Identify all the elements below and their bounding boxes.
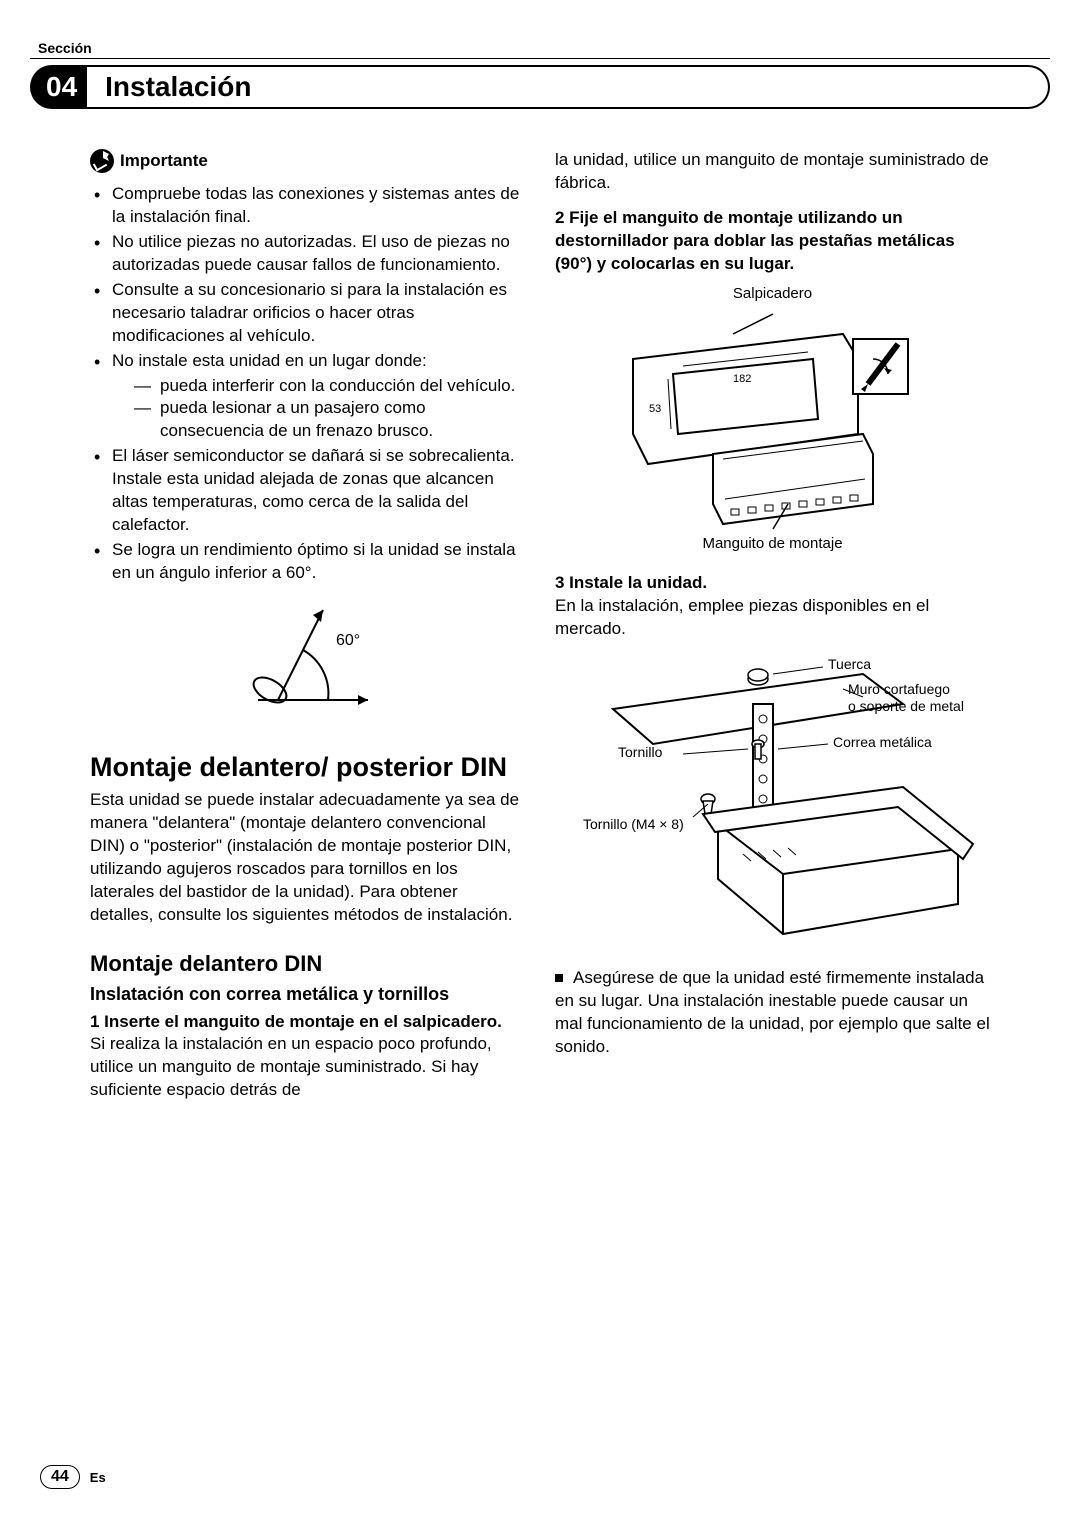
language-label: Es: [90, 1470, 106, 1485]
step1-paragraph: Si realiza la instalación en un espacio …: [90, 1033, 525, 1102]
dash-item: pueda lesionar a un pasajero como consec…: [134, 397, 525, 443]
fig2-nut-label: Tuerca: [828, 656, 871, 672]
important-bullet-list: Compruebe todas las conexiones y sistema…: [90, 183, 525, 585]
figure-install-unit: Tuerca Muro cortafuego o soporte de meta…: [555, 649, 990, 949]
final-note-text: Asegúrese de que la unidad esté firmemen…: [555, 968, 990, 1056]
section-label: Sección: [38, 40, 1050, 56]
bullet-item: Se logra un rendimiento óptimo si la uni…: [90, 539, 525, 585]
bullet-item: Consulte a su concesionario si para la i…: [90, 279, 525, 348]
important-icon: [90, 149, 114, 173]
angle-figure: 60°: [90, 595, 525, 722]
fig1-bottom-label: Manguito de montaje: [555, 534, 990, 554]
page-number-badge: 44: [40, 1465, 80, 1489]
fig2-wall2-label: o soporte de metal: [848, 698, 964, 714]
fig2-wall1-label: Muro cortafuego: [848, 681, 950, 697]
h3-front-din: Montaje delantero DIN: [90, 949, 525, 979]
fig1-dim2-label: 53: [649, 403, 661, 415]
square-bullet-icon: [555, 974, 563, 982]
dash-item: pueda interferir con la conducción del v…: [134, 375, 525, 398]
left-column: Importante Compruebe todas las conexione…: [90, 149, 525, 1102]
angle-label: 60°: [336, 632, 360, 649]
h2-paragraph: Esta unidad se puede instalar adecuadame…: [90, 789, 525, 927]
step1-label: 1 Inserte el manguito de montaje en el s…: [90, 1012, 502, 1031]
bullet-item: Compruebe todas las conexiones y sistema…: [90, 183, 525, 229]
chapter-header: 04 Instalación: [30, 65, 1050, 109]
h2-din-mounting: Montaje delantero/ posterior DIN: [90, 752, 525, 783]
figure-mounting-sleeve: Salpicadero 182 53: [555, 284, 990, 555]
step3-label: 3 Instale la unidad.: [555, 573, 707, 592]
content-columns: Importante Compruebe todas las conexione…: [30, 149, 1050, 1102]
fig2-screw-spec-label: Tornillo (M4 × 8): [583, 816, 684, 832]
chapter-title: Instalación: [87, 65, 1050, 109]
bullet-item: El láser semiconductor se dañará si se s…: [90, 445, 525, 537]
h4-strap-install: Inslatación con correa metálica y tornil…: [90, 982, 525, 1006]
fig1-top-label: Salpicadero: [555, 284, 990, 304]
bullet-text: No instale esta unidad en un lugar donde…: [112, 351, 427, 370]
step2-label: 2 Fije el manguito de montaje utilizando…: [555, 208, 955, 273]
right-column: la unidad, utilice un manguito de montaj…: [555, 149, 990, 1102]
important-heading: Importante: [90, 149, 525, 173]
fig2-screw-label: Tornillo: [618, 744, 663, 760]
chapter-number-badge: 04: [30, 65, 87, 109]
bullet-item: No instale esta unidad en un lugar donde…: [90, 350, 525, 444]
step3-paragraph: En la instalación, emplee piezas disponi…: [555, 595, 990, 641]
fig2-strap-label: Correa metálica: [833, 734, 932, 750]
bullet-item: No utilice piezas no autorizadas. El uso…: [90, 231, 525, 277]
fig1-dim-label: 182: [733, 373, 751, 385]
important-label: Importante: [120, 150, 208, 173]
page-footer: 44 Es: [40, 1465, 106, 1489]
final-note: Asegúrese de que la unidad esté firmemen…: [555, 967, 990, 1059]
col2-continuation: la unidad, utilice un manguito de montaj…: [555, 149, 990, 195]
sub-dash-list: pueda interferir con la conducción del v…: [112, 375, 525, 444]
header-rule: [30, 58, 1050, 59]
